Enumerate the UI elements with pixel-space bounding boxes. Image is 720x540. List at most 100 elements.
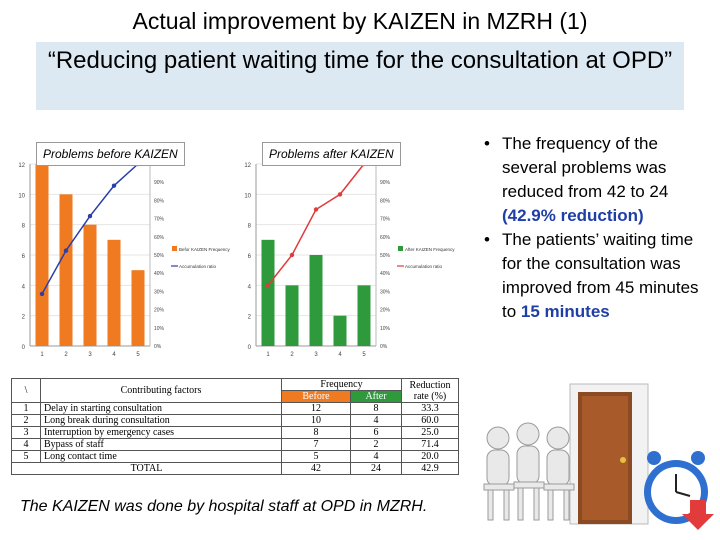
x-tick-label: 3 xyxy=(314,352,318,358)
finding-waiting-highlight: 15 minutes xyxy=(520,302,610,321)
table-total-row: TOTAL 42 24 42.9 xyxy=(11,462,459,475)
y2-tick-label: 70% xyxy=(380,217,391,223)
cell-factor: Interruption by emergency cases xyxy=(40,426,282,439)
y-tick-label: 12 xyxy=(18,163,25,169)
cell-rate: 20.0 xyxy=(401,450,459,463)
cell-no: 5 xyxy=(11,450,41,463)
cell-no: 4 xyxy=(11,438,41,451)
total-before: 42 xyxy=(281,462,351,475)
waiting-people-icon xyxy=(483,422,575,521)
x-tick-label: 5 xyxy=(362,352,366,358)
bar xyxy=(333,315,347,346)
cell-after: 4 xyxy=(350,450,402,463)
subtitle-box xyxy=(36,42,684,110)
bar xyxy=(35,164,49,346)
y-tick-label: 8 xyxy=(248,224,252,230)
cell-rate: 33.3 xyxy=(401,402,459,415)
finding-frequency-highlight: (42.9% reduction) xyxy=(502,206,644,225)
cell-factor: Bypass of staff xyxy=(40,438,282,451)
slide-subtitle: “Reducing patient waiting time for the c… xyxy=(47,47,673,74)
caption: The KAIZEN was done by hospital staff at… xyxy=(20,498,428,515)
y2-tick-label: 0% xyxy=(380,344,388,350)
line-point xyxy=(39,291,45,297)
cell-factor: Delay in starting consultation xyxy=(40,402,282,415)
y-tick-label: 4 xyxy=(22,284,26,290)
y2-tick-label: 40% xyxy=(380,271,391,277)
y-tick-label: 6 xyxy=(22,254,26,260)
finding-frequency: The frequency of the several problems wa… xyxy=(478,132,714,228)
table-row: 5 Long contact time 5 4 20.0 xyxy=(11,450,459,463)
findings-list: The frequency of the several problems wa… xyxy=(478,132,714,324)
x-tick-label: 1 xyxy=(40,352,44,358)
line-point xyxy=(63,248,69,253)
y-tick-label: 2 xyxy=(248,315,252,321)
legend-label-bars: Befor KAIZEN Frequency xyxy=(179,247,231,252)
total-after: 24 xyxy=(350,462,402,475)
cell-rate: 60.0 xyxy=(401,414,459,427)
y2-tick-label: 50% xyxy=(154,253,165,259)
y-tick-label: 0 xyxy=(248,345,252,351)
x-tick-label: 2 xyxy=(64,352,68,358)
legend-label-line: Accumulation ratio xyxy=(405,264,443,269)
y-tick-label: 6 xyxy=(248,254,252,260)
line-point xyxy=(87,213,93,219)
bar xyxy=(59,194,73,346)
finding-waiting-text: The patients’ waiting time for the consu… xyxy=(502,230,699,321)
cell-no: 3 xyxy=(11,426,41,439)
cell-before: 7 xyxy=(281,438,351,451)
y-tick-label: 0 xyxy=(22,345,26,351)
y2-tick-label: 90% xyxy=(380,180,391,186)
legend-label-line: Accumulation ratio xyxy=(179,264,217,269)
legend-label-bars: After KAIZEN Frequency xyxy=(405,247,455,252)
y2-tick-label: 90% xyxy=(154,180,165,186)
line-point xyxy=(265,283,271,288)
table-row: 3 Interruption by emergency cases 8 6 25.0 xyxy=(11,426,459,439)
table-row: 4 Bypass of staff 7 2 71.4 xyxy=(11,438,459,451)
y-tick-label: 4 xyxy=(248,284,252,290)
cell-rate: 25.0 xyxy=(401,426,459,439)
bar xyxy=(357,285,371,346)
cell-after: 6 xyxy=(350,426,402,439)
table-header-no: \ xyxy=(11,378,41,403)
total-rate: 42.9 xyxy=(401,462,459,475)
bar xyxy=(131,270,145,346)
x-tick-label: 4 xyxy=(112,352,116,358)
cell-factor: Long break during consultation xyxy=(40,414,282,427)
x-tick-label: 4 xyxy=(338,352,342,358)
bar xyxy=(285,285,299,346)
bar xyxy=(261,239,275,346)
y2-tick-label: 80% xyxy=(380,198,391,204)
y-tick-label: 8 xyxy=(22,224,26,230)
table-header-factors: Contributing factors xyxy=(40,378,282,403)
table-row: 2 Long break during consultation 10 4 60.0 xyxy=(11,414,459,427)
y-tick-label: 2 xyxy=(22,315,26,321)
y2-tick-label: 30% xyxy=(380,289,391,295)
y2-tick-label: 30% xyxy=(154,289,165,295)
y-tick-label: 12 xyxy=(244,163,251,169)
x-tick-label: 3 xyxy=(88,352,92,358)
chart-after-title: Problems after KAIZEN xyxy=(262,142,401,166)
table-header-before: Before xyxy=(281,390,351,403)
waiting-room-illustration xyxy=(483,383,714,530)
y2-tick-label: 40% xyxy=(154,271,165,277)
finding-waiting-time: The patients’ waiting time for the consu… xyxy=(478,228,714,324)
bar xyxy=(107,239,121,346)
x-tick-label: 1 xyxy=(266,352,270,358)
x-tick-label: 2 xyxy=(290,352,294,358)
y2-tick-label: 50% xyxy=(380,253,391,259)
cell-before: 8 xyxy=(281,426,351,439)
y-tick-label: 10 xyxy=(18,193,25,199)
down-arrow-icon xyxy=(682,500,714,530)
total-label: TOTAL xyxy=(11,462,282,475)
y2-tick-label: 60% xyxy=(154,235,165,241)
cell-before: 10 xyxy=(281,414,351,427)
chart-after-kaizen: 0246810120%10%20%30%40%50%60%70%80%90%10… xyxy=(244,161,455,358)
cell-before: 5 xyxy=(281,450,351,463)
y2-tick-label: 20% xyxy=(380,308,391,314)
y2-tick-label: 10% xyxy=(380,326,391,332)
chart-before-kaizen: 0246810120%10%20%30%40%50%60%70%80%90%10… xyxy=(18,161,231,358)
y2-tick-label: 10% xyxy=(154,326,165,332)
cell-factor: Long contact time xyxy=(40,450,282,463)
cell-after: 4 xyxy=(350,414,402,427)
table-header-frequency: Frequency xyxy=(281,378,402,391)
